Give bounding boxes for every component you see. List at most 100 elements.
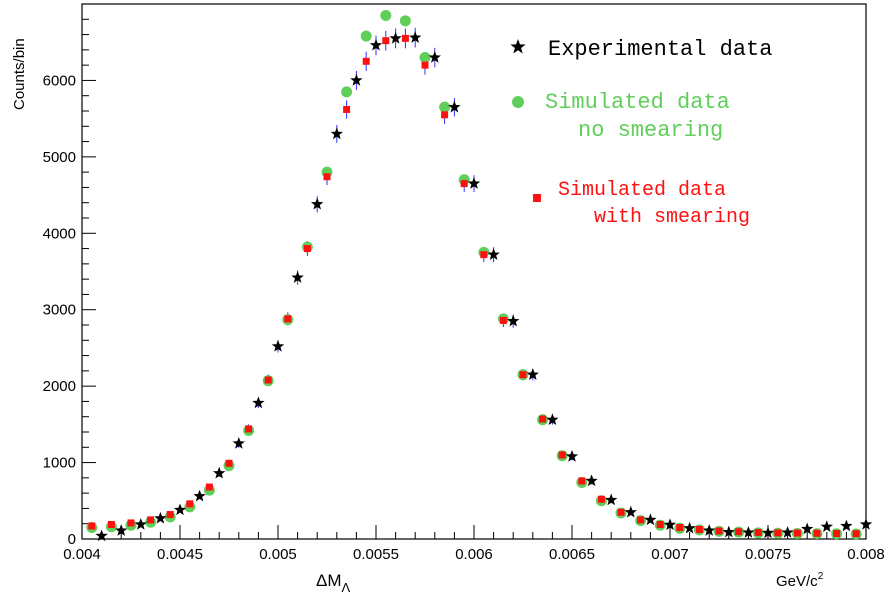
point-with-smearing — [852, 530, 860, 538]
x-tick-label: 0.004 — [63, 546, 101, 563]
x-axis-unit-sup: 2 — [818, 571, 824, 582]
point-experimental — [193, 489, 206, 502]
x-tick-label: 0.0045 — [157, 546, 203, 563]
data-markers — [86, 9, 873, 542]
point-experimental — [291, 271, 304, 283]
x-tick-label: 0.0065 — [549, 546, 595, 563]
x-axis-unit: GeV/c2 — [776, 571, 824, 590]
point-experimental — [644, 513, 657, 526]
x-axis-label: ΔMΛ — [316, 571, 351, 595]
point-experimental — [252, 396, 265, 409]
point-with-smearing — [127, 519, 135, 527]
point-experimental — [703, 524, 716, 536]
point-no-smearing — [419, 52, 431, 63]
point-with-smearing — [695, 525, 703, 533]
point-experimental — [859, 517, 873, 530]
point-with-smearing — [88, 522, 96, 530]
point-experimental — [546, 413, 559, 426]
y-tick-label: 2000 — [43, 378, 76, 395]
x-tick-label: 0.005 — [259, 546, 297, 563]
point-with-smearing — [382, 37, 390, 45]
point-experimental — [507, 314, 520, 327]
error-bars — [91, 27, 867, 537]
point-experimental — [409, 31, 422, 43]
point-with-smearing — [107, 520, 115, 528]
y-axis-label: Counts/bin — [11, 38, 28, 110]
point-with-smearing — [833, 529, 841, 537]
point-experimental — [663, 518, 677, 531]
point-experimental — [389, 31, 402, 44]
point-with-smearing — [754, 529, 762, 537]
legend-label-no-smearing-line2: no smearing — [578, 118, 723, 143]
point-experimental — [232, 436, 245, 449]
point-experimental — [761, 526, 775, 539]
point-with-smearing — [793, 529, 801, 537]
point-with-smearing — [362, 57, 370, 65]
point-with-smearing — [421, 61, 429, 69]
point-with-smearing — [186, 500, 194, 508]
point-experimental — [350, 73, 363, 86]
x-axis-label-main: ΔM — [316, 571, 342, 590]
point-experimental — [742, 526, 755, 538]
point-experimental — [467, 177, 481, 189]
point-experimental — [271, 339, 285, 352]
point-with-smearing — [245, 425, 253, 433]
point-no-smearing — [341, 86, 353, 98]
point-experimental — [526, 368, 539, 380]
point-experimental — [448, 100, 461, 113]
point-with-smearing — [715, 527, 723, 535]
legend-square-marker — [533, 194, 541, 202]
point-experimental — [311, 197, 324, 210]
point-with-smearing — [284, 315, 292, 323]
y-tick-label: 6000 — [43, 72, 76, 89]
x-axis-label-sub: Λ — [342, 580, 351, 595]
x-axis-ticks: 0.004 0.0045 0.005 0.0055 0.006 0.0065 0.007 0.… — [63, 525, 885, 563]
point-with-smearing — [303, 245, 311, 253]
point-experimental — [487, 248, 500, 260]
legend-entry-experimental: Experimental data — [510, 37, 772, 62]
point-no-smearing — [380, 9, 392, 21]
legend: Experimental data Simulated data no smea… — [510, 37, 772, 229]
point-with-smearing — [401, 34, 409, 42]
point-experimental — [565, 449, 579, 462]
x-tick-label: 0.006 — [455, 546, 493, 563]
point-experimental — [428, 51, 441, 63]
legend-label-with-smearing-line2: with smearing — [594, 206, 750, 229]
legend-star-marker — [510, 39, 526, 54]
y-tick-label: 3000 — [43, 302, 76, 319]
plot-frame — [81, 3, 867, 540]
point-with-smearing — [499, 316, 507, 324]
point-with-smearing — [578, 477, 586, 485]
point-experimental — [683, 521, 696, 534]
point-with-smearing — [480, 251, 488, 259]
x-tick-label: 0.0055 — [353, 546, 399, 563]
point-with-smearing — [617, 508, 625, 516]
point-experimental — [801, 522, 814, 535]
point-with-smearing — [813, 529, 821, 537]
point-with-smearing — [519, 371, 527, 379]
point-experimental — [95, 529, 108, 542]
point-with-smearing — [323, 173, 331, 181]
y-tick-label: 5000 — [43, 149, 76, 166]
legend-label-experimental: Experimental data — [548, 37, 772, 62]
point-experimental — [585, 474, 598, 487]
point-with-smearing — [205, 483, 213, 491]
legend-label-no-smearing-line1: Simulated data — [545, 90, 730, 115]
point-with-smearing — [735, 528, 743, 536]
point-experimental — [369, 38, 383, 51]
point-with-smearing — [539, 415, 547, 423]
point-with-smearing — [656, 520, 664, 528]
point-with-smearing — [147, 516, 155, 524]
point-experimental — [330, 127, 343, 140]
point-with-smearing — [343, 105, 351, 113]
point-with-smearing — [225, 459, 233, 467]
point-experimental — [115, 524, 128, 536]
x-tick-label: 0.007 — [651, 546, 689, 563]
y-axis-ticks: 0 1000 2000 3000 4000 5000 6000 — [43, 3, 96, 548]
point-experimental — [840, 519, 853, 532]
point-experimental — [605, 493, 618, 506]
point-experimental — [624, 505, 637, 518]
point-with-smearing — [441, 111, 449, 119]
legend-label-with-smearing-line1: Simulated data — [558, 179, 726, 202]
